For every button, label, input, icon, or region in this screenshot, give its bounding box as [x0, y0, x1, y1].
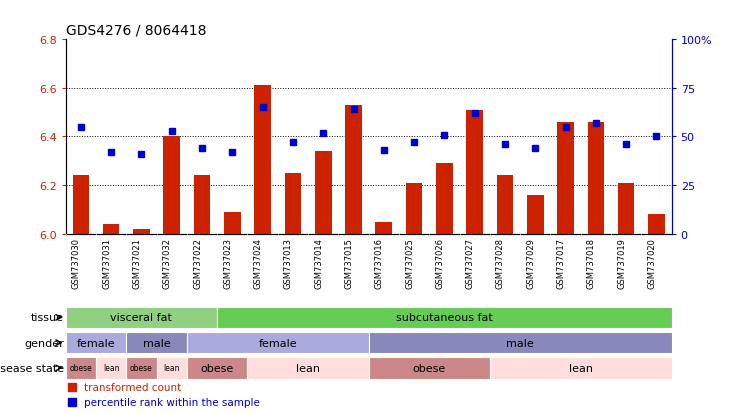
Bar [490, 357, 672, 379]
Text: GDS4276 / 8064418: GDS4276 / 8064418 [66, 24, 206, 38]
Text: lean: lean [569, 363, 593, 373]
Text: GSM737025: GSM737025 [405, 237, 414, 288]
Text: GSM737023: GSM737023 [223, 237, 232, 289]
Text: female: female [77, 338, 115, 348]
Text: GSM737014: GSM737014 [314, 237, 323, 288]
Text: GSM737021: GSM737021 [132, 237, 142, 288]
Text: GSM737029: GSM737029 [526, 237, 535, 288]
Text: GSM737028: GSM737028 [496, 237, 505, 289]
Bar [254, 86, 271, 234]
Bar [133, 229, 150, 234]
Text: GSM737026: GSM737026 [435, 237, 445, 289]
Text: GSM737020: GSM737020 [648, 237, 656, 288]
Bar [187, 357, 247, 379]
Bar [406, 183, 423, 234]
Text: GSM737017: GSM737017 [556, 237, 566, 289]
Bar [588, 123, 604, 234]
Text: GSM737027: GSM737027 [466, 237, 474, 289]
Text: obese: obese [69, 363, 92, 373]
Text: GSM737031: GSM737031 [102, 237, 111, 289]
Bar [157, 357, 187, 379]
Bar [436, 164, 453, 234]
Text: GSM737024: GSM737024 [253, 237, 263, 288]
Bar [103, 225, 120, 234]
Text: male: male [506, 338, 534, 348]
Bar [557, 123, 574, 234]
Text: obese: obese [130, 363, 153, 373]
Text: GSM737016: GSM737016 [374, 237, 384, 289]
Bar [164, 137, 180, 234]
Bar [496, 176, 513, 234]
Bar [527, 195, 544, 234]
Bar [466, 110, 483, 234]
Text: lean: lean [296, 363, 320, 373]
Text: GSM737030: GSM737030 [72, 237, 81, 289]
Bar [126, 332, 187, 354]
Bar [247, 357, 369, 379]
Bar [66, 307, 218, 328]
Bar [224, 212, 241, 234]
Text: lean: lean [103, 363, 120, 373]
Text: male: male [142, 338, 171, 348]
Bar [618, 183, 634, 234]
Text: subcutaneous fat: subcutaneous fat [396, 313, 493, 323]
Text: tissue: tissue [31, 313, 64, 323]
Bar [96, 357, 126, 379]
Bar [375, 222, 392, 234]
Bar [218, 307, 672, 328]
Text: lean: lean [164, 363, 180, 373]
Text: GSM737013: GSM737013 [284, 237, 293, 289]
Text: GSM737015: GSM737015 [345, 237, 353, 288]
Text: GSM737022: GSM737022 [193, 237, 202, 288]
Bar [193, 176, 210, 234]
Bar [285, 173, 301, 234]
Bar [369, 357, 490, 379]
Text: female: female [258, 338, 297, 348]
Bar [369, 332, 672, 354]
Bar [72, 176, 89, 234]
Bar [648, 215, 665, 234]
Bar [66, 357, 96, 379]
Bar [345, 106, 362, 234]
Bar [315, 152, 331, 234]
Bar [126, 357, 156, 379]
Text: disease state: disease state [0, 363, 64, 373]
Text: transformed count: transformed count [84, 382, 181, 392]
Text: GSM737032: GSM737032 [163, 237, 172, 289]
Bar [187, 332, 369, 354]
Text: GSM737018: GSM737018 [587, 237, 596, 289]
Bar [66, 332, 126, 354]
Text: obese: obese [201, 363, 234, 373]
Text: visceral fat: visceral fat [110, 313, 172, 323]
Text: GSM737019: GSM737019 [617, 237, 626, 288]
Text: percentile rank within the sample: percentile rank within the sample [84, 396, 260, 407]
Text: gender: gender [24, 338, 64, 348]
Text: obese: obese [412, 363, 446, 373]
